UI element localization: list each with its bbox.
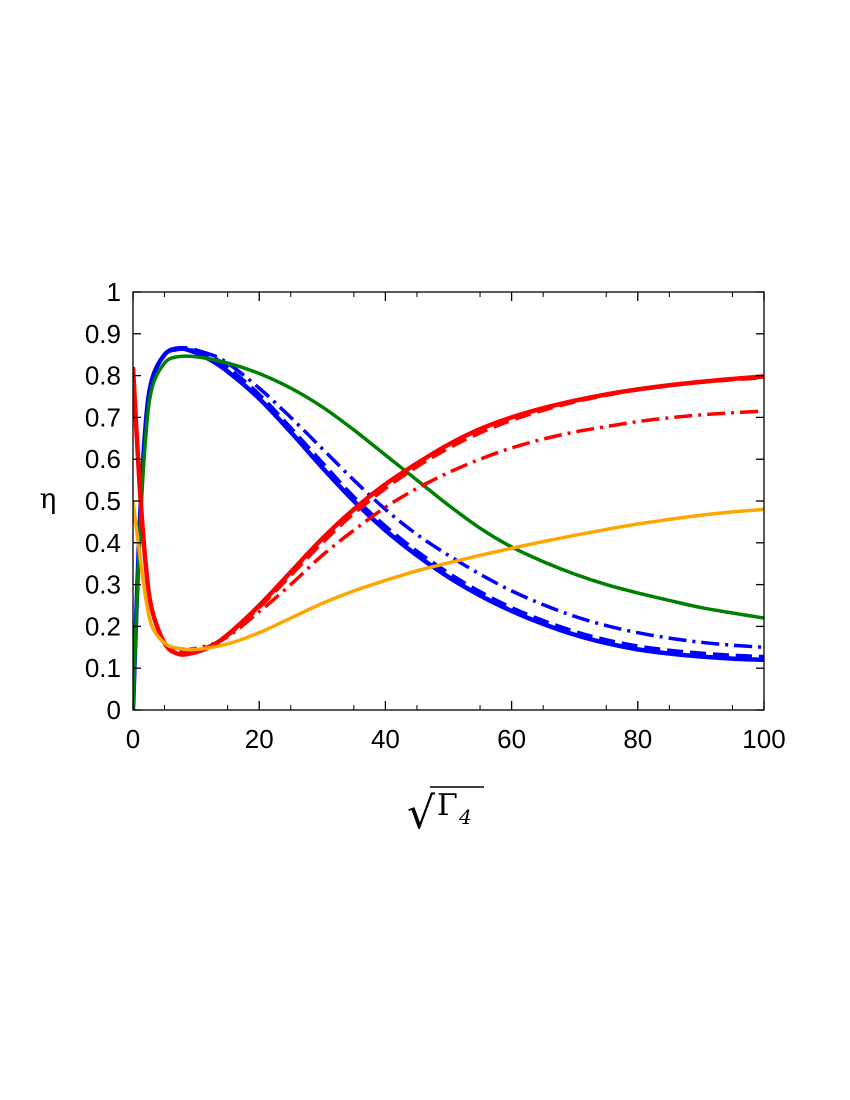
series-line-6: [133, 367, 764, 655]
series-line-3: [133, 347, 764, 710]
x-axis-subscript: 4: [458, 805, 472, 829]
y-tick-label: 0.1: [85, 653, 121, 683]
series-layer: [133, 345, 764, 710]
y-tick-label: 0.4: [85, 528, 121, 558]
x-axis-label: √ Γ 4: [407, 786, 484, 839]
series-line-4: [133, 354, 764, 710]
y-tick-label: 0.2: [85, 611, 121, 641]
x-tick-label: 60: [497, 724, 526, 754]
x-tick-label: 20: [245, 724, 274, 754]
plot-frame: [132, 291, 765, 711]
sqrt-symbol: √: [407, 788, 436, 839]
y-tick-label: 0.6: [85, 444, 121, 474]
y-tick-label: 0.8: [85, 361, 121, 391]
x-tick-label: 40: [371, 724, 400, 754]
y-tick-label: 0.9: [85, 319, 121, 349]
y-tick-label: 0.7: [85, 402, 121, 432]
x-axis-symbol: Γ: [437, 788, 458, 823]
series-line-2: [133, 345, 764, 710]
series-line-8: [133, 500, 764, 652]
x-tick-label: 0: [126, 724, 140, 754]
y-tick-label: 0: [107, 695, 121, 725]
y-tick-label: 0.3: [85, 570, 121, 600]
x-tick-label: 100: [742, 724, 785, 754]
series-line-5: [133, 367, 764, 657]
y-axis-label: η: [40, 482, 57, 515]
y-tick-label: 1: [107, 277, 121, 307]
series-line-1: [133, 345, 764, 710]
tick-layer: 0 20 40 60 80 100 0 0.1 0.2 0.3 0.4 0.5 0.6 0.7 0.8 0.9…: [85, 277, 786, 754]
y-tick-label: 0.5: [85, 486, 121, 516]
series-line-7: [133, 367, 764, 654]
x-tick-label: 80: [623, 724, 652, 754]
